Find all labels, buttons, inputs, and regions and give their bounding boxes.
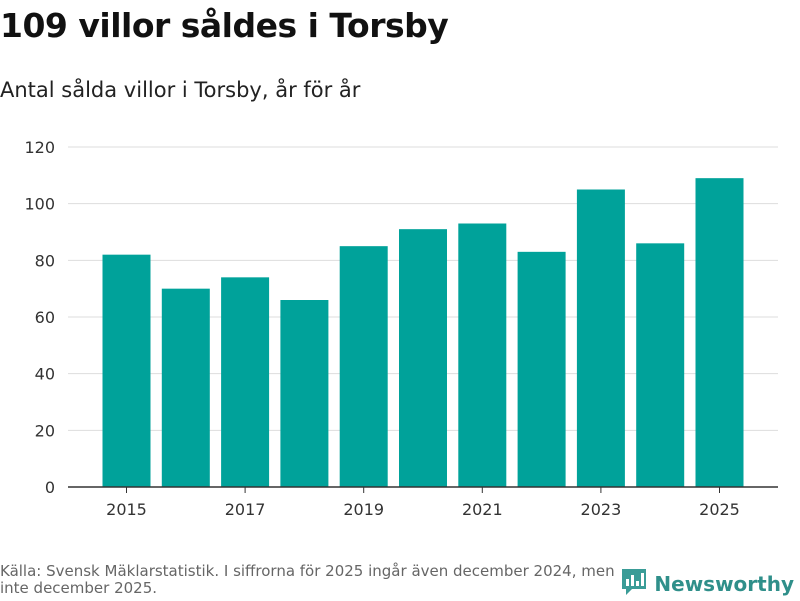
y-tick-label-40: 40	[35, 365, 55, 384]
bar-2024	[636, 243, 685, 487]
bar-chart: 0 20 40 60 80 100 120 2015 2017 2019 2021 2023 2025	[24, 138, 778, 519]
bar-2020	[399, 229, 447, 487]
brand-logo: Newsworthy	[620, 568, 794, 600]
bar-2023	[576, 189, 625, 487]
x-tick-label-2023: 2023	[581, 500, 622, 519]
bar-2016	[161, 288, 210, 487]
newsworthy-logo-icon	[620, 567, 648, 601]
y-tick-label-20: 20	[35, 421, 55, 440]
x-tick-label-2019: 2019	[343, 500, 384, 519]
axes: 0 20 40 60 80 100 120 2015 2017 2019 2021 2023 2025	[24, 138, 778, 519]
bars	[102, 178, 744, 487]
bar-2018	[280, 300, 329, 487]
bar-2022	[517, 251, 566, 487]
x-tick-label-2015: 2015	[106, 500, 147, 519]
y-tick-label-100: 100	[24, 195, 55, 214]
x-tick-label-2021: 2021	[462, 500, 503, 519]
bar-2021	[458, 223, 507, 487]
bar-2019	[339, 246, 388, 487]
chart-subtitle: Antal sålda villor i Torsby, år för år	[0, 78, 361, 102]
y-tick-label-60: 60	[35, 308, 55, 327]
y-tick-label-120: 120	[24, 138, 55, 157]
bar-2025	[695, 178, 744, 487]
source-note: Källa: Svensk Mäklarstatistik. I siffror…	[0, 562, 615, 597]
y-tick-label-80: 80	[35, 251, 55, 270]
x-tick-label-2025: 2025	[699, 500, 740, 519]
bar-2015	[102, 254, 151, 487]
chart-title: 109 villor såldes i Torsby	[0, 6, 449, 45]
x-tick-label-2017: 2017	[225, 500, 266, 519]
bar-2017	[221, 277, 270, 487]
brand-name: Newsworthy	[654, 572, 794, 596]
y-tick-label-0: 0	[45, 478, 55, 497]
